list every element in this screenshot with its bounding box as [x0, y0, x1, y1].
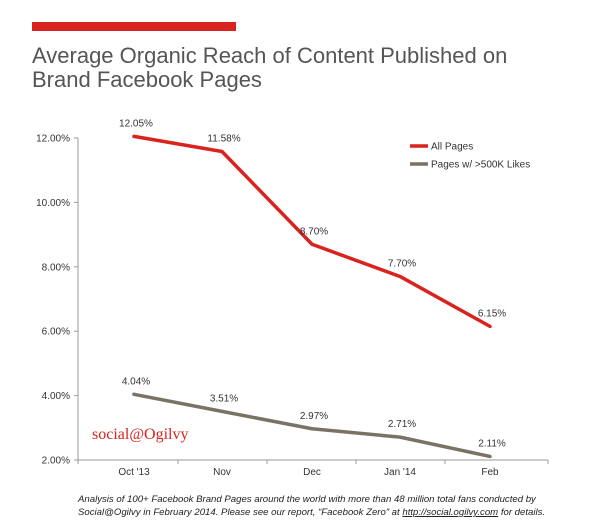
data-label: 2.11%	[478, 438, 506, 449]
footnote-text-end: for details.	[498, 507, 546, 518]
legend-label: All Pages	[431, 142, 473, 153]
data-label: 2.97%	[300, 411, 328, 422]
chart-title-line-2: Brand Facebook Pages	[32, 67, 262, 92]
data-label: 6.15%	[478, 308, 506, 319]
legend-label: Pages w/ >500K Likes	[431, 160, 530, 171]
y-tick-label: 2.00%	[42, 456, 70, 467]
data-label: 7.70%	[388, 258, 416, 269]
x-tick-label: Oct '13	[118, 467, 150, 478]
data-labels: 12.05% 11.58% 8.70% 7.70% 6.15% 4.04% 3.51% 2.9…	[119, 118, 506, 449]
footnote: Analysis of 100+ Facebook Brand Pages ar…	[78, 493, 578, 519]
footnote-text: Analysis of 100+ Facebook Brand Pages ar…	[78, 494, 536, 518]
data-label: 8.70%	[300, 226, 328, 237]
series-line-pages-500k	[132, 392, 492, 459]
chart-title-line-1: Average Organic Reach of Content Publish…	[32, 43, 508, 68]
data-label: 3.51%	[210, 393, 238, 404]
x-tick-label: Dec	[303, 467, 321, 478]
data-label: 12.05%	[119, 118, 153, 129]
data-label: 11.58%	[207, 134, 240, 145]
y-tick-label: 8.00%	[42, 262, 70, 273]
chart-title: Average Organic Reach of Content Publish…	[32, 44, 572, 92]
x-tick-label: Jan '14	[384, 467, 416, 478]
y-tick-label: 12.00%	[36, 134, 70, 145]
x-tick-label: Feb	[481, 467, 499, 478]
social-ogilvy-logo: social@Ogilvy	[92, 426, 189, 443]
chart-legend: All Pages Pages w/ >500K Likes	[410, 142, 530, 171]
y-tick-label: 10.00%	[36, 198, 70, 209]
data-label: 4.04%	[122, 376, 150, 387]
y-tick-label: 6.00%	[42, 327, 70, 338]
series-line-all-pages	[132, 134, 492, 329]
series-lines	[132, 134, 492, 459]
data-label: 2.71%	[388, 419, 416, 430]
y-tick-label: 4.00%	[42, 391, 70, 402]
accent-bar	[32, 22, 236, 31]
x-tick-label: Nov	[213, 467, 231, 478]
footnote-link[interactable]: http://social.ogilvy.com	[402, 507, 499, 518]
chart-axes: 2.00% 4.00% 6.00% 8.00% 10.00% 12.00% Oct '13 N…	[36, 134, 549, 478]
